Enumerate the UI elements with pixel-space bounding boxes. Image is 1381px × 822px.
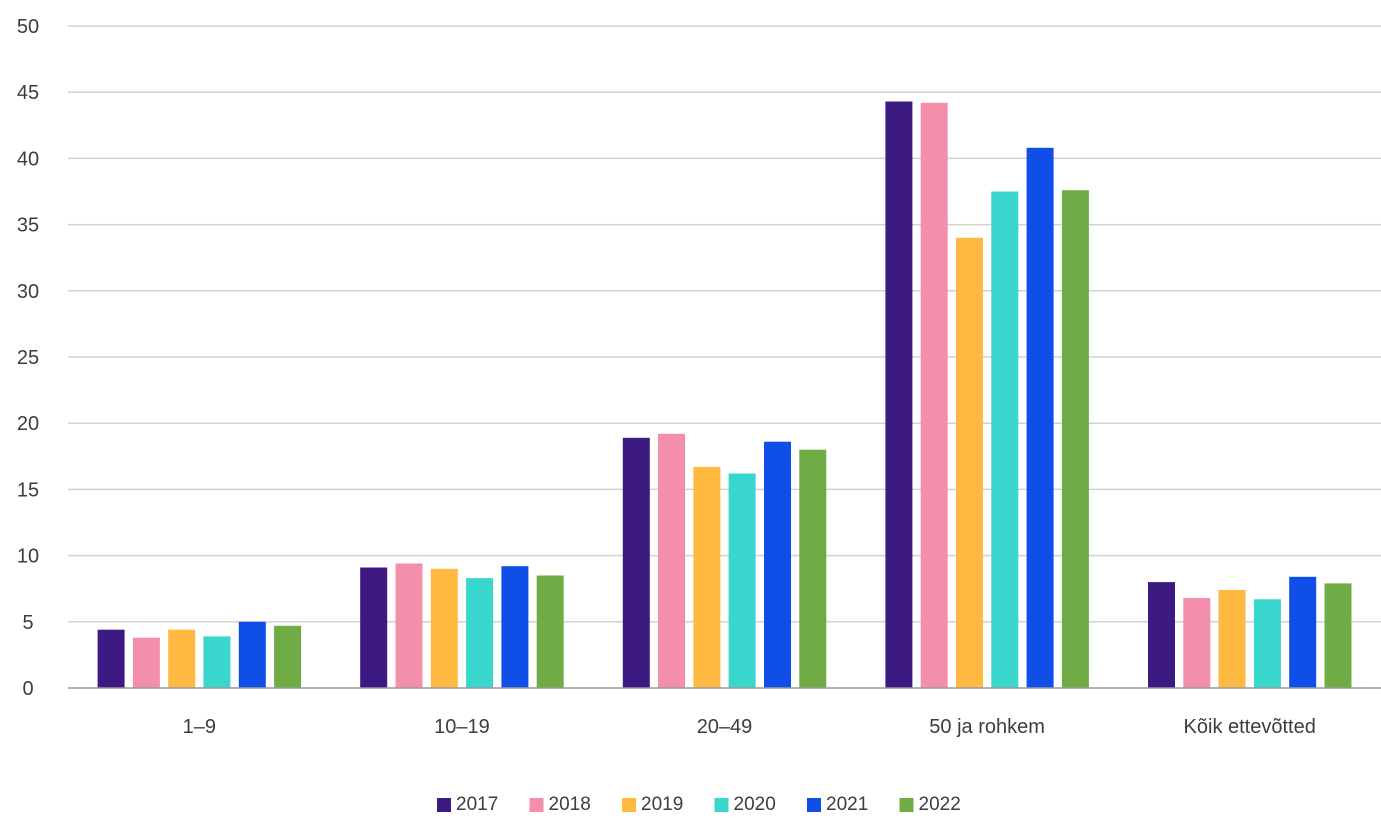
legend-swatch-2018 (529, 798, 544, 812)
y-tick-label: 10 (17, 546, 39, 568)
x-category-label: Kõik ettevõtted (1184, 716, 1316, 738)
bar-2019-0 (168, 629, 196, 688)
y-tick-label: 20 (17, 413, 39, 435)
legend-swatch-2022 (899, 798, 914, 812)
bar-2017-3 (885, 101, 913, 688)
legend-label-2017: 2017 (456, 794, 498, 815)
bar-2022-0 (274, 625, 302, 688)
legend-swatch-2021 (807, 798, 821, 812)
bar-2018-0 (132, 637, 160, 688)
bar-2021-3 (1026, 147, 1054, 689)
bar-2017-1 (360, 567, 388, 688)
y-tick-label: 5 (22, 612, 33, 634)
bar-2017-0 (97, 629, 125, 688)
legend-label-2019: 2019 (641, 794, 683, 815)
bar-2017-4 (1148, 582, 1175, 688)
legend-swatch-2019 (622, 798, 636, 812)
legend-label-2020: 2020 (734, 794, 776, 815)
bar-2018-2 (658, 433, 685, 688)
y-axis-ticks: 0 5 10 15 20 25 30 35 40 45 50 (17, 16, 39, 700)
bar-2019-3 (956, 237, 983, 689)
bar-2019-1 (430, 568, 458, 688)
bar-2019-2 (693, 466, 721, 688)
bar-2019-4 (1218, 590, 1246, 688)
bar-2021-0 (238, 621, 266, 688)
bar-2022-4 (1324, 583, 1352, 688)
bar-2020-4 (1253, 599, 1281, 688)
bar-2018-3 (920, 102, 948, 689)
legend-label-2021: 2021 (826, 794, 868, 815)
x-category-label: 1–9 (183, 716, 216, 738)
legend: 2017 2018 2019 2020 2021 2022 (437, 794, 961, 815)
bar-2020-0 (203, 636, 231, 688)
gridlines (68, 25, 1381, 623)
bar-2022-2 (799, 449, 827, 688)
bars (97, 101, 1352, 689)
bar-2022-1 (536, 575, 564, 688)
bar-2020-3 (991, 191, 1019, 688)
y-tick-label: 15 (17, 479, 39, 501)
y-tick-label: 45 (17, 82, 39, 104)
x-category-label: 50 ja rohkem (929, 716, 1045, 738)
legend-swatch-2020 (714, 798, 729, 812)
legend-label-2018: 2018 (549, 794, 591, 815)
bar-2021-1 (501, 566, 529, 688)
bar-2022-3 (1061, 190, 1089, 688)
bar-2017-2 (622, 437, 650, 688)
bar-2020-1 (466, 578, 494, 688)
bar-2021-4 (1289, 576, 1317, 688)
bar-2018-4 (1183, 598, 1211, 688)
bar-2018-1 (395, 563, 423, 688)
y-tick-label: 25 (17, 347, 39, 369)
y-tick-label: 35 (17, 215, 39, 237)
legend-label-2022: 2022 (919, 794, 961, 815)
legend-swatch-2017 (437, 798, 451, 812)
category-labels: 1–9 10–19 20–49 50 ja rohkem Kõik ettevõtted (183, 716, 1316, 738)
bar-2021-2 (764, 441, 791, 688)
y-tick-label: 40 (17, 148, 39, 170)
x-category-label: 10–19 (434, 716, 490, 738)
y-tick-label: 30 (17, 281, 39, 303)
y-tick-label: 0 (22, 678, 33, 700)
x-category-label: 20–49 (697, 716, 753, 738)
bar-2020-2 (728, 473, 756, 688)
y-tick-label: 50 (17, 16, 39, 38)
